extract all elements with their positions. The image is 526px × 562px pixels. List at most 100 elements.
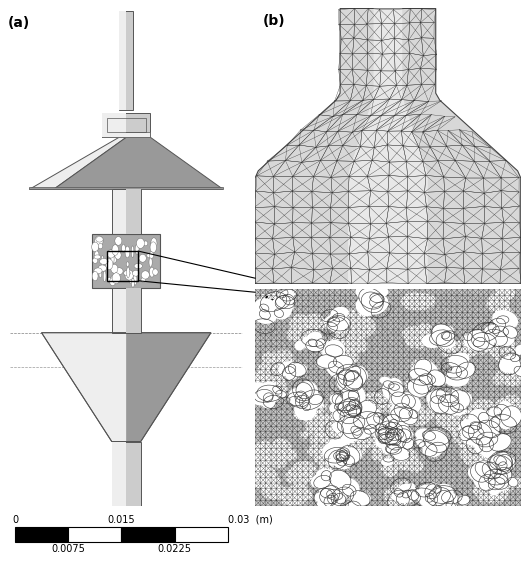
Ellipse shape — [498, 401, 513, 416]
Ellipse shape — [494, 417, 503, 423]
Ellipse shape — [475, 345, 490, 355]
Bar — [175, 527, 228, 542]
Ellipse shape — [389, 447, 407, 466]
Ellipse shape — [338, 350, 359, 369]
Ellipse shape — [405, 409, 417, 416]
Ellipse shape — [329, 395, 342, 405]
Ellipse shape — [380, 432, 396, 442]
Ellipse shape — [327, 428, 344, 443]
Ellipse shape — [419, 484, 436, 496]
Ellipse shape — [292, 399, 304, 406]
Ellipse shape — [365, 295, 389, 315]
Ellipse shape — [370, 294, 384, 307]
Ellipse shape — [454, 409, 477, 431]
Ellipse shape — [478, 493, 487, 502]
Ellipse shape — [129, 279, 135, 284]
Ellipse shape — [125, 246, 130, 258]
Polygon shape — [348, 8, 428, 284]
Ellipse shape — [139, 255, 146, 262]
Ellipse shape — [408, 380, 428, 398]
Ellipse shape — [342, 425, 356, 435]
Ellipse shape — [340, 478, 360, 496]
Ellipse shape — [350, 430, 375, 449]
Ellipse shape — [520, 349, 526, 367]
Ellipse shape — [126, 262, 129, 266]
Ellipse shape — [252, 472, 275, 488]
Ellipse shape — [365, 424, 376, 434]
Ellipse shape — [459, 419, 479, 438]
Ellipse shape — [435, 411, 457, 429]
Ellipse shape — [279, 294, 288, 303]
Ellipse shape — [340, 314, 365, 334]
Text: 0.015: 0.015 — [108, 515, 135, 525]
Ellipse shape — [286, 469, 300, 482]
Ellipse shape — [458, 439, 467, 448]
Ellipse shape — [447, 348, 460, 360]
Ellipse shape — [92, 242, 98, 252]
Ellipse shape — [271, 450, 286, 459]
Ellipse shape — [474, 331, 494, 351]
Ellipse shape — [469, 417, 482, 426]
Ellipse shape — [314, 492, 330, 502]
Ellipse shape — [389, 432, 399, 441]
Ellipse shape — [336, 451, 346, 460]
Ellipse shape — [322, 449, 338, 460]
Ellipse shape — [375, 430, 401, 449]
Ellipse shape — [491, 430, 501, 439]
Ellipse shape — [487, 294, 504, 311]
Ellipse shape — [470, 400, 495, 417]
Text: (a): (a) — [8, 16, 30, 30]
Polygon shape — [112, 288, 141, 333]
Ellipse shape — [277, 459, 286, 468]
Ellipse shape — [499, 355, 523, 373]
Ellipse shape — [313, 418, 333, 438]
Ellipse shape — [307, 444, 323, 456]
Ellipse shape — [499, 366, 512, 376]
Ellipse shape — [297, 330, 308, 338]
Ellipse shape — [414, 300, 422, 307]
Ellipse shape — [491, 459, 504, 472]
Ellipse shape — [502, 474, 513, 484]
Ellipse shape — [377, 395, 394, 406]
Ellipse shape — [342, 368, 368, 388]
Ellipse shape — [451, 389, 463, 398]
Ellipse shape — [287, 363, 307, 376]
Ellipse shape — [411, 358, 431, 373]
Ellipse shape — [492, 310, 518, 329]
Ellipse shape — [356, 401, 377, 418]
Ellipse shape — [444, 400, 467, 416]
Ellipse shape — [487, 454, 515, 473]
Ellipse shape — [111, 264, 118, 273]
Ellipse shape — [334, 494, 346, 504]
Ellipse shape — [436, 332, 456, 349]
Ellipse shape — [340, 427, 357, 444]
Ellipse shape — [356, 317, 376, 337]
Ellipse shape — [346, 320, 372, 337]
Ellipse shape — [479, 441, 497, 458]
Ellipse shape — [414, 408, 434, 423]
Ellipse shape — [495, 284, 515, 300]
Ellipse shape — [438, 496, 447, 503]
Ellipse shape — [494, 368, 513, 383]
Polygon shape — [255, 8, 521, 284]
Ellipse shape — [475, 330, 495, 347]
Ellipse shape — [426, 371, 447, 386]
Ellipse shape — [411, 293, 436, 310]
Ellipse shape — [478, 445, 490, 454]
Ellipse shape — [411, 334, 426, 349]
Ellipse shape — [107, 277, 112, 283]
Ellipse shape — [372, 441, 397, 459]
Ellipse shape — [258, 362, 270, 371]
Ellipse shape — [357, 302, 378, 316]
Ellipse shape — [476, 337, 493, 349]
Ellipse shape — [381, 438, 406, 455]
Ellipse shape — [348, 400, 361, 409]
Ellipse shape — [501, 482, 515, 491]
Ellipse shape — [339, 401, 357, 413]
Ellipse shape — [405, 376, 432, 393]
Ellipse shape — [388, 495, 411, 510]
Ellipse shape — [341, 367, 360, 382]
Ellipse shape — [275, 350, 294, 369]
Ellipse shape — [306, 422, 319, 435]
Ellipse shape — [326, 434, 341, 444]
